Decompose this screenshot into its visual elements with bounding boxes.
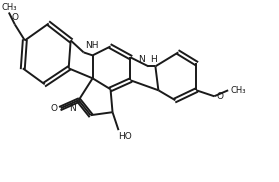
Text: O: O (216, 92, 223, 101)
Text: O: O (11, 13, 18, 23)
Text: NH: NH (86, 41, 99, 50)
Text: N: N (138, 55, 145, 64)
Text: N: N (69, 104, 76, 113)
Text: HO: HO (119, 132, 132, 141)
Text: CH₃: CH₃ (230, 86, 246, 95)
Text: O: O (51, 104, 58, 113)
Text: H: H (150, 55, 157, 64)
Text: CH₃: CH₃ (1, 3, 17, 11)
